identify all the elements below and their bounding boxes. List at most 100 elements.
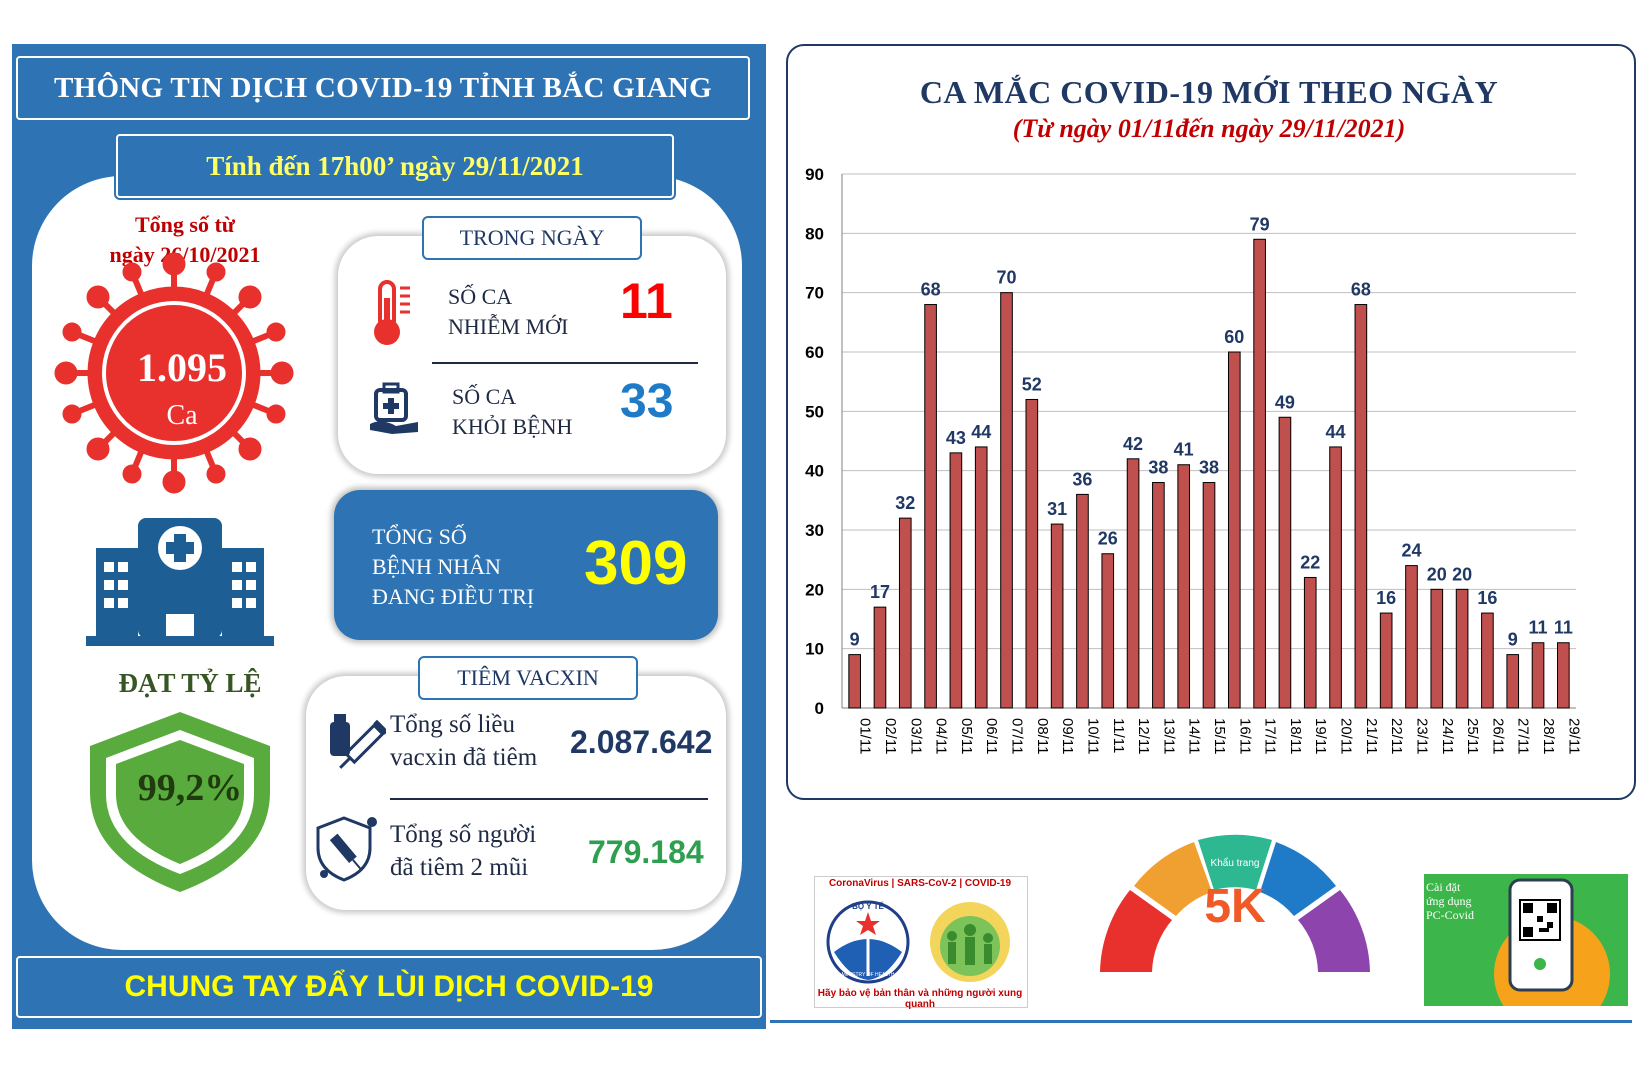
bar	[1177, 464, 1191, 709]
bar	[1481, 612, 1494, 709]
5k-rule-graphic: Khẩu trang 5K	[1100, 834, 1370, 972]
recovered-label-line2: KHỎI BỆNH	[452, 414, 573, 439]
data-label: 42	[1123, 434, 1143, 454]
vaccination-rate-value: 99,2%	[137, 767, 243, 809]
data-label: 11	[1529, 618, 1548, 638]
x-tick-label: 11/11	[1110, 718, 1127, 753]
page-title: THÔNG TIN DỊCH COVID-19 TỈNH BẮC GIANG	[16, 56, 750, 120]
y-tick-label: 70	[805, 284, 824, 303]
data-label: 22	[1300, 552, 1320, 572]
data-label: 24	[1401, 541, 1421, 561]
treatment-value: 309	[584, 529, 688, 598]
moh-logo-footer: Hãy bảo vệ bản thân và những người xung …	[817, 988, 1023, 1010]
bar	[1000, 292, 1013, 709]
data-label: 9	[1508, 630, 1518, 650]
recovered-label-line1: SỐ CA	[452, 384, 517, 409]
recovered-value: 33	[620, 375, 674, 428]
recovered-label: SỐ CA KHỎI BỆNH	[452, 382, 602, 442]
doses-value: 2.087.642	[570, 724, 713, 760]
daily-cases-chart: 0 10 20 30 40 50 60 70 80 90 9 01/11 17 02/11 32 03/11 6…	[805, 165, 1582, 754]
data-label: 41	[1174, 440, 1194, 460]
pc-covid-line1: Cài đặt	[1426, 880, 1461, 894]
x-tick-label: 22/11	[1388, 718, 1405, 754]
x-tick-label: 24/11	[1439, 718, 1456, 754]
bar	[1227, 351, 1241, 709]
5k-segment-mask	[1198, 834, 1272, 890]
data-label: 17	[870, 582, 890, 602]
data-label: 43	[946, 428, 966, 448]
bar	[1278, 416, 1292, 709]
5k-segment-distance	[1134, 842, 1212, 916]
5k-segment-no-gathering	[1298, 890, 1370, 972]
x-tick-label: 07/11	[1009, 718, 1026, 754]
syringe-shield-icon	[316, 816, 377, 882]
data-label: 11	[1554, 618, 1573, 638]
x-tick-label: 25/11	[1464, 718, 1481, 754]
x-tick-label: 15/11	[1211, 718, 1228, 754]
bar	[1405, 565, 1418, 709]
moh-name: BỘ Y TẾ	[852, 901, 884, 911]
divider	[770, 1020, 1632, 1023]
data-label: 38	[1148, 458, 1168, 478]
treatment-card	[334, 490, 718, 640]
bar	[924, 304, 937, 709]
x-tick-label: 04/11	[933, 718, 950, 754]
hospital-icon	[86, 518, 274, 646]
data-label: 52	[1022, 374, 1042, 394]
data-label: 20	[1427, 564, 1447, 584]
x-tick-label: 09/11	[1059, 718, 1076, 754]
treatment-label-line2: BỆNH NHÂN	[372, 554, 501, 579]
vaccine-icon	[330, 714, 386, 769]
x-tick-label: 06/11	[983, 718, 1000, 754]
bar	[1531, 642, 1545, 709]
today-card	[338, 236, 726, 474]
total-cases-unit: Ca	[166, 400, 198, 431]
y-tick-label: 10	[805, 640, 824, 659]
5k-center-label: 5K	[1204, 880, 1266, 933]
bar	[1202, 482, 1216, 709]
pc-covid-qr-icon	[1494, 878, 1610, 1006]
as-of-date: Tính đến 17h00’ ngày 29/11/2021	[116, 134, 674, 198]
slogan-banner: CHUNG TAY ĐẨY LÙI DỊCH COVID-19	[16, 956, 762, 1018]
data-label: 32	[895, 493, 915, 513]
data-label: 44	[971, 422, 991, 442]
pc-covid-text: Cài đặt ứng dụng PC-Covid	[1426, 880, 1516, 922]
y-tick-label: 40	[805, 462, 824, 481]
x-tick-label: 29/11	[1565, 718, 1582, 754]
new-cases-value: 11	[620, 273, 673, 329]
doses-label-line2: vacxin đã tiêm	[390, 744, 538, 771]
medical-kit-icon	[370, 382, 418, 434]
x-tick-label: 20/11	[1338, 718, 1355, 754]
5k-label-mask: Khẩu trang	[1211, 857, 1260, 869]
bar	[974, 446, 988, 709]
x-tick-label: 05/11	[958, 718, 975, 754]
x-tick-label: 14/11	[1186, 718, 1203, 754]
chart-title: CA MẮC COVID-19 MỚI THEO NGÀY	[919, 74, 1499, 110]
bar	[1455, 588, 1469, 709]
bar	[1025, 398, 1039, 709]
today-tag: TRONG NGÀY	[422, 216, 642, 260]
bar	[1303, 576, 1317, 709]
x-tick-label: 23/11	[1413, 718, 1430, 754]
x-tick-label: 10/11	[1084, 718, 1101, 754]
x-tick-label: 17/11	[1262, 718, 1279, 754]
x-tick-label: 02/11	[882, 718, 899, 754]
x-tick-label: 19/11	[1312, 718, 1329, 754]
vaccine-card	[306, 676, 726, 910]
new-cases-label-line2: NHIỄM MỚI	[448, 314, 569, 339]
fully-vaccinated-label: Tổng số người đã tiêm 2 mũi	[390, 818, 580, 884]
bar	[1354, 304, 1368, 709]
5k-segment-disinfect	[1260, 842, 1336, 916]
fully-vaccinated-label-line1: Tổng số người	[390, 821, 537, 848]
bar	[1076, 493, 1089, 709]
bar	[848, 654, 861, 709]
x-tick-label: 12/11	[1135, 718, 1152, 754]
bar	[873, 606, 887, 709]
total-since-label: Tổng số từ ngày 26/10/2021	[70, 210, 300, 270]
total-since-line1: Tổng số từ	[135, 212, 235, 237]
x-tick-label: 13/11	[1160, 718, 1177, 754]
data-label: 16	[1477, 588, 1497, 608]
x-tick-label: 27/11	[1515, 718, 1532, 754]
pc-covid-line2: ứng dụng	[1426, 894, 1472, 908]
vaccination-rate-label: ĐẠT TỶ LỆ	[118, 668, 262, 698]
